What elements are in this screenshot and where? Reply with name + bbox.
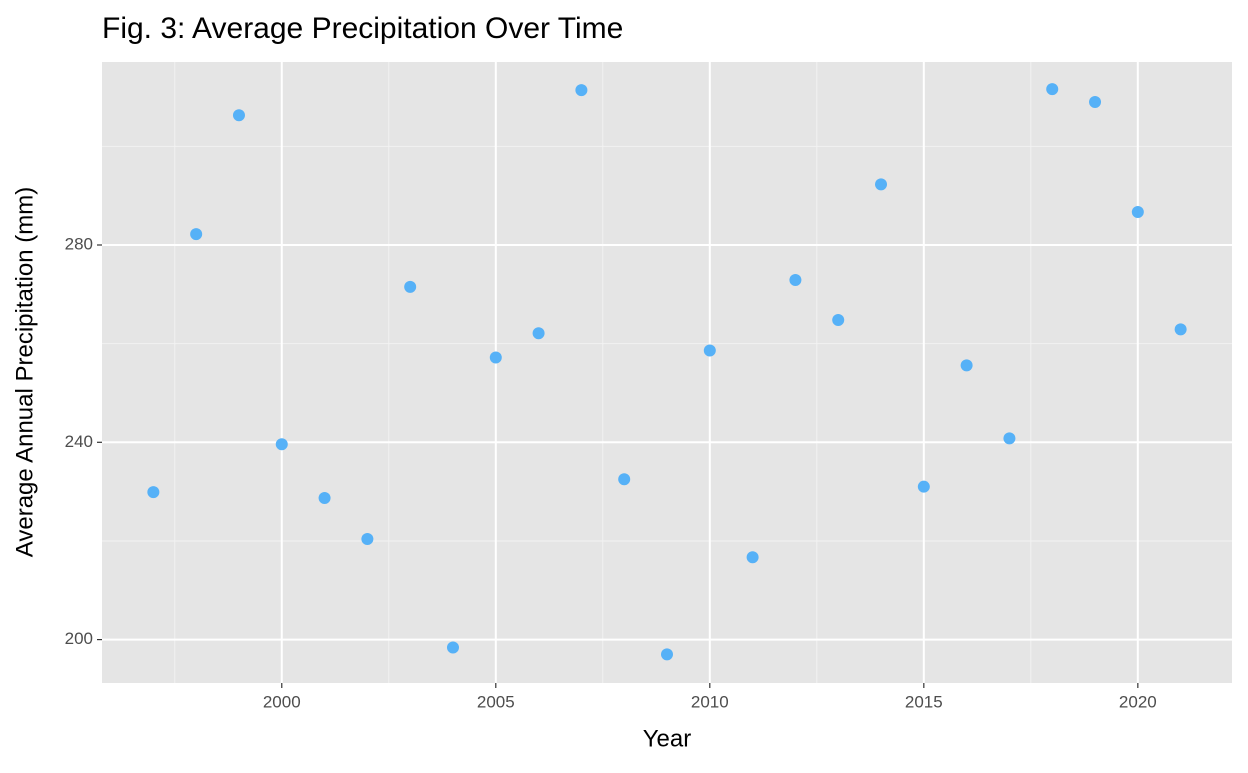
point bbox=[789, 274, 802, 287]
point bbox=[575, 84, 588, 97]
points bbox=[147, 83, 1187, 661]
point bbox=[1089, 95, 1102, 108]
point bbox=[960, 359, 973, 372]
point bbox=[446, 641, 459, 654]
panel bbox=[102, 62, 1232, 683]
point bbox=[190, 228, 203, 241]
point bbox=[875, 178, 888, 191]
point bbox=[1003, 432, 1016, 445]
x-tick-label: 2020 bbox=[1119, 692, 1157, 711]
point bbox=[661, 648, 673, 661]
point bbox=[746, 551, 759, 564]
y-axis-title: Average Annual Precipitation (mm) bbox=[11, 187, 38, 557]
point bbox=[1131, 205, 1144, 218]
point bbox=[917, 480, 930, 493]
y-tick-label: 200 bbox=[65, 629, 93, 648]
x-tick-label: 2005 bbox=[477, 692, 515, 711]
grid bbox=[102, 62, 1232, 683]
point bbox=[703, 344, 716, 357]
point bbox=[1174, 323, 1187, 336]
chart-title: Fig. 3: Average Precipitation Over Time bbox=[102, 12, 623, 45]
x-tick-label: 2000 bbox=[263, 692, 301, 711]
x-axis-title: Year bbox=[643, 725, 692, 752]
x-tick-label: 2010 bbox=[691, 692, 729, 711]
point bbox=[832, 313, 845, 326]
point bbox=[404, 280, 417, 293]
y-tick-label: 280 bbox=[65, 234, 93, 253]
point bbox=[618, 473, 631, 486]
x-tick-label: 2015 bbox=[905, 692, 943, 711]
point bbox=[361, 532, 374, 545]
y-tick-label: 240 bbox=[65, 432, 93, 451]
point bbox=[232, 109, 245, 122]
point bbox=[532, 327, 545, 340]
point bbox=[1046, 83, 1059, 96]
point bbox=[489, 351, 502, 364]
point bbox=[147, 486, 160, 499]
point bbox=[318, 492, 331, 505]
point bbox=[275, 438, 288, 451]
